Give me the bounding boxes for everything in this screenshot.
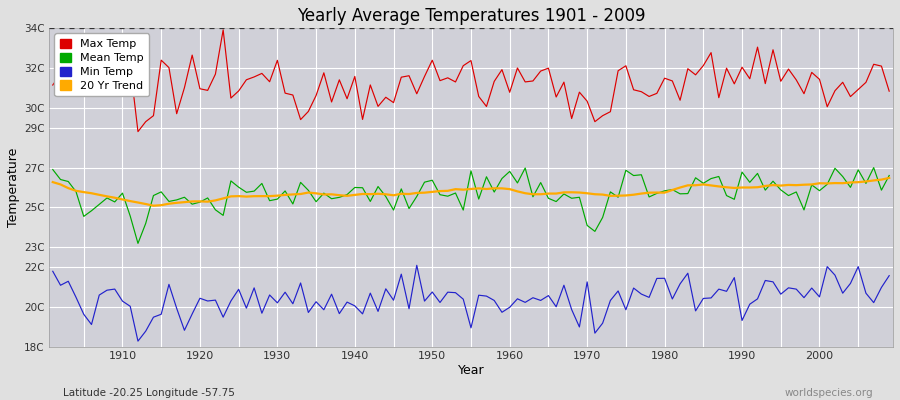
X-axis label: Year: Year bbox=[458, 364, 484, 377]
Title: Yearly Average Temperatures 1901 - 2009: Yearly Average Temperatures 1901 - 2009 bbox=[297, 7, 645, 25]
Y-axis label: Temperature: Temperature bbox=[7, 148, 20, 227]
Text: Latitude -20.25 Longitude -57.75: Latitude -20.25 Longitude -57.75 bbox=[63, 388, 235, 398]
Text: worldspecies.org: worldspecies.org bbox=[785, 388, 873, 398]
Legend: Max Temp, Mean Temp, Min Temp, 20 Yr Trend: Max Temp, Mean Temp, Min Temp, 20 Yr Tre… bbox=[55, 34, 149, 96]
